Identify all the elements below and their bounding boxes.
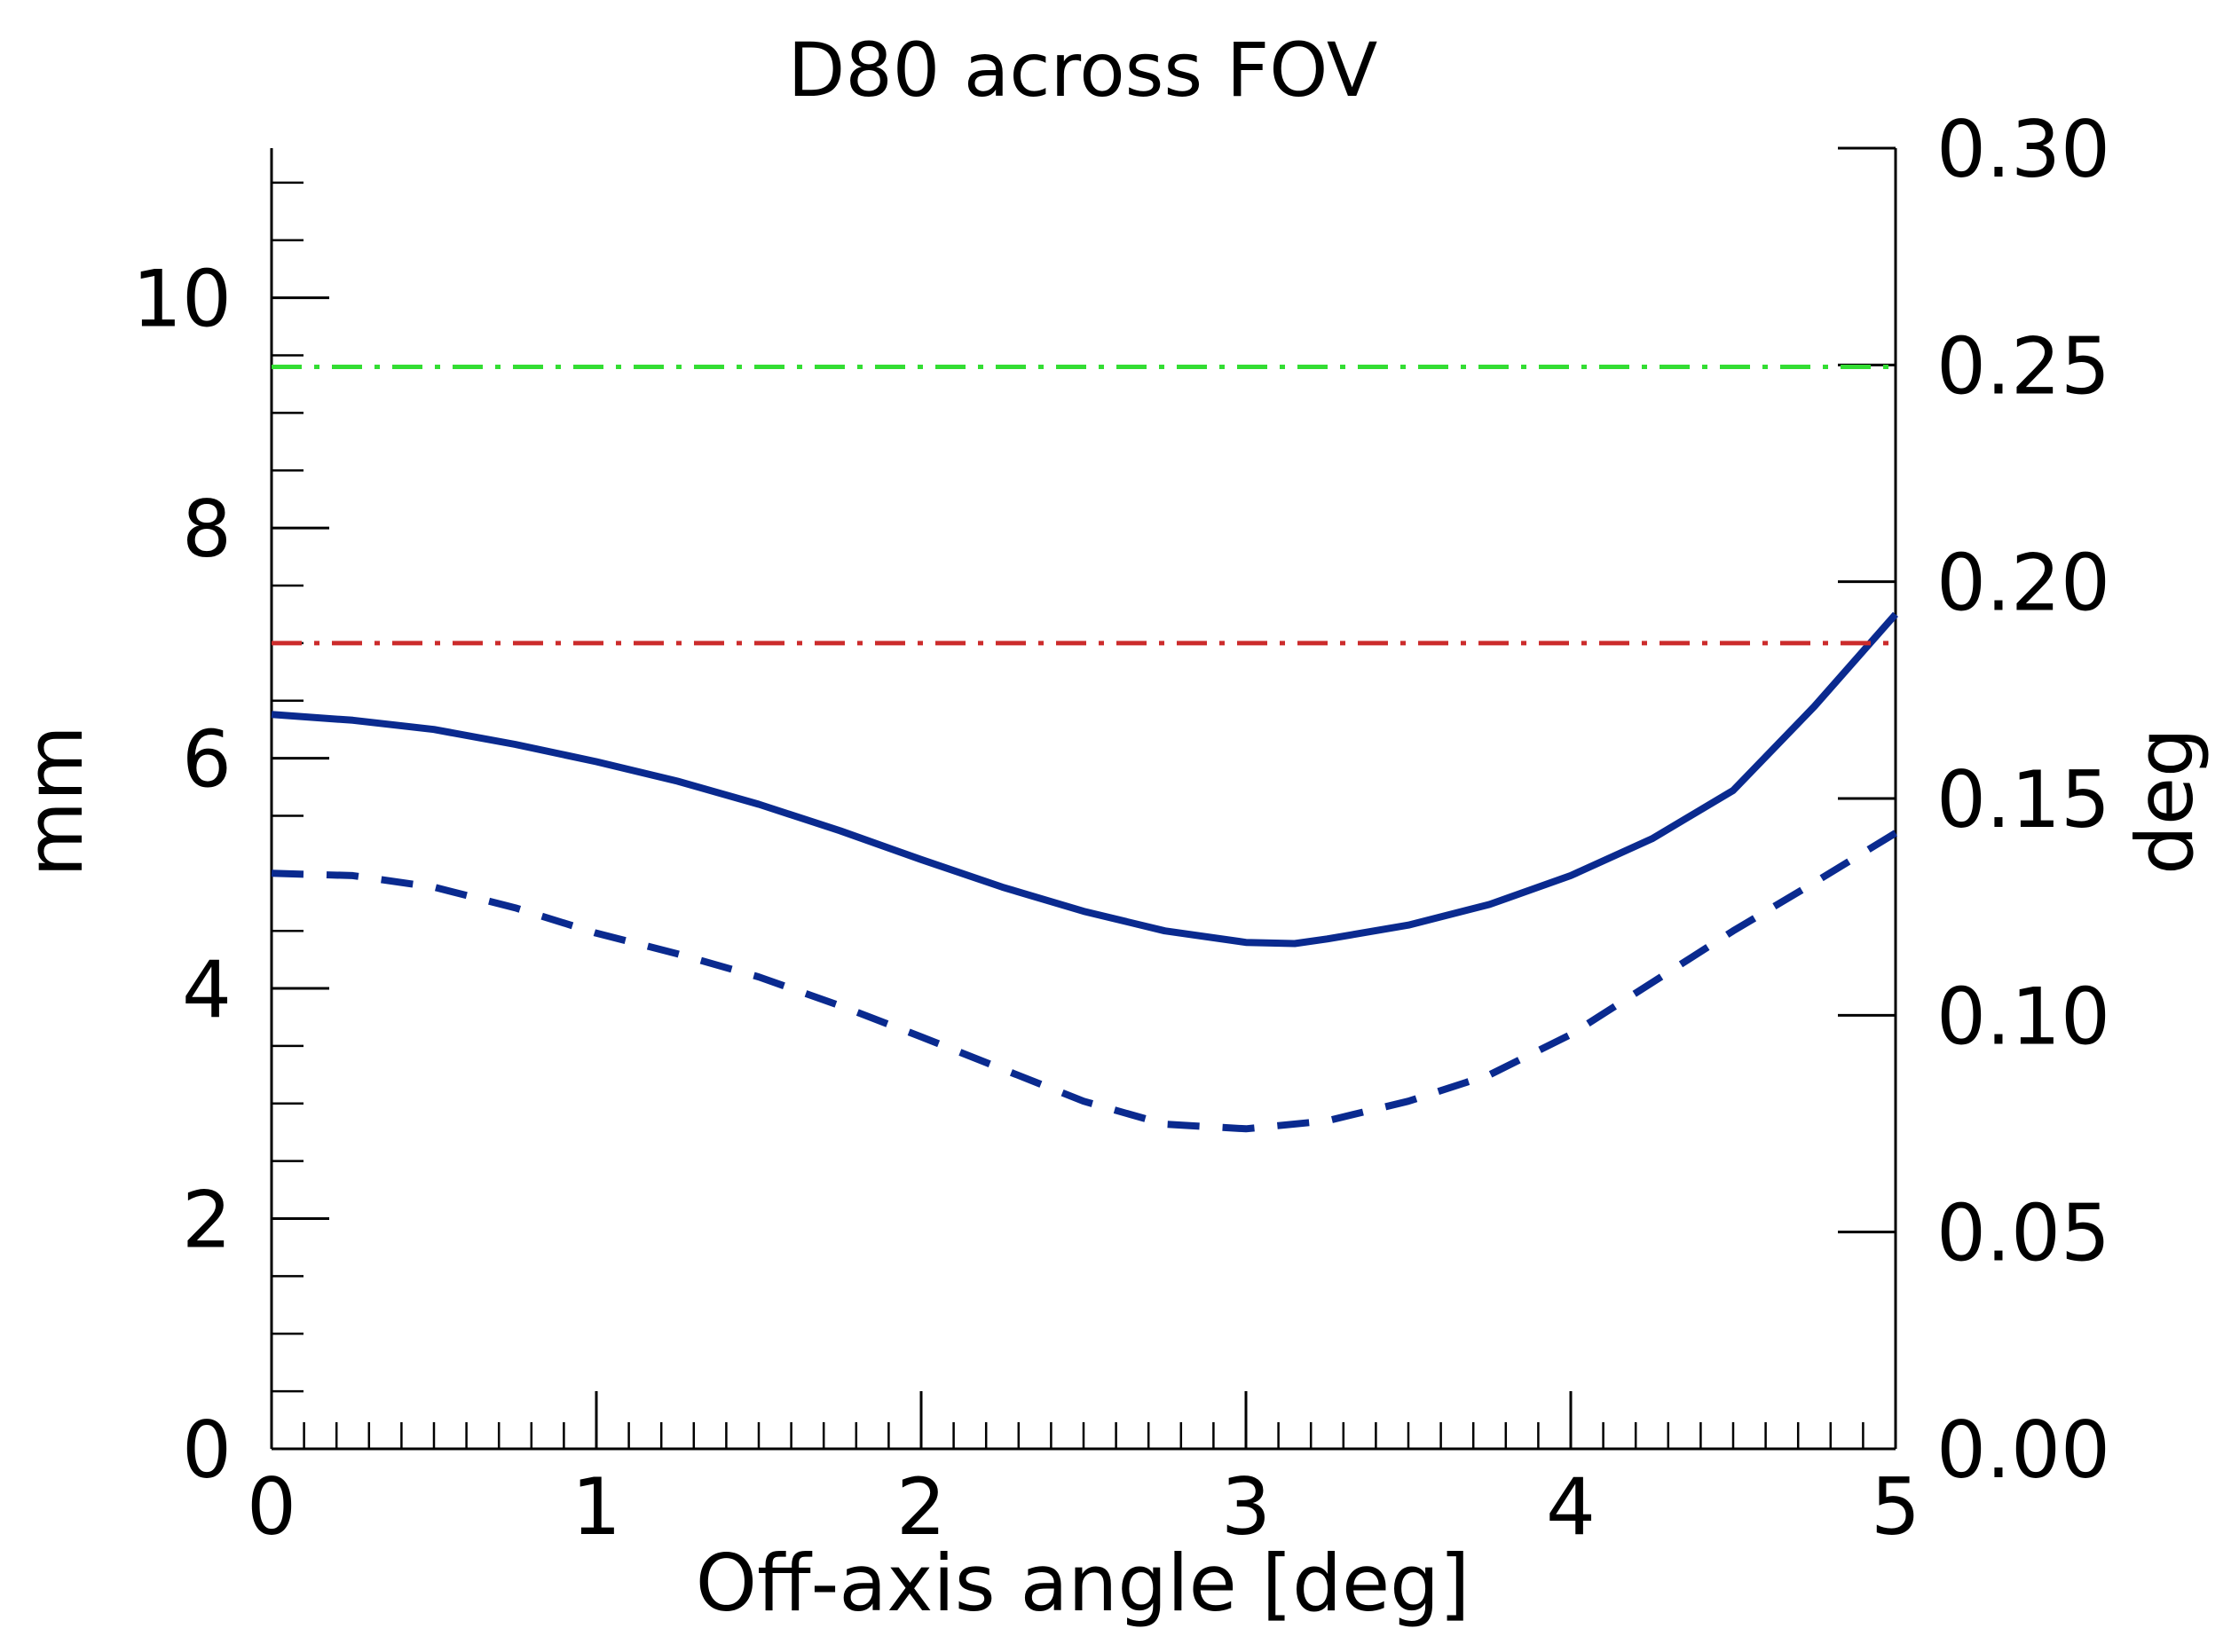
x-tick-label: 1 [572,1461,621,1553]
y-tick-label: 4 [182,944,232,1035]
y2-tick-label: 0.25 [1936,320,2110,412]
y-tick-label: 0 [182,1404,232,1496]
x-tick-label: 3 [1221,1461,1271,1553]
series-line-d80-dashed [271,830,1898,1133]
y-axis-title: mm [9,725,100,877]
y-tick-label: 8 [182,484,232,575]
y-tick-label: 2 [182,1175,232,1266]
y2-tick-label: 0.20 [1936,538,2110,629]
series-group [271,365,1899,1133]
x-axis-title: Off-axis angle [deg] [696,1538,1470,1629]
y2-tick-label: 0.15 [1936,754,2110,846]
y2-tick-label: 0.05 [1936,1188,2110,1279]
series-line-d80-solid [271,611,1899,948]
axes: 0 1 2 3 4 5 0 2 4 6 8 10 0.00 0.05 0.10 0.15 0.20 0.25 0.3… [132,104,2110,1553]
chart-title: D80 across FOV [788,27,1378,114]
y2-tick-label: 0.30 [1936,104,2110,195]
x-tick-label: 0 [247,1461,296,1553]
y-tick-label: 10 [132,254,232,345]
y2-tick-label: 0.00 [1936,1404,2110,1496]
y2-axis-title: deg [2119,728,2211,875]
y2-tick-label: 0.10 [1936,971,2110,1062]
y-tick-label: 6 [182,714,232,806]
x-tick-label: 4 [1546,1461,1596,1553]
x-tick-label: 5 [1871,1461,1920,1553]
x-tick-label: 2 [896,1461,946,1553]
